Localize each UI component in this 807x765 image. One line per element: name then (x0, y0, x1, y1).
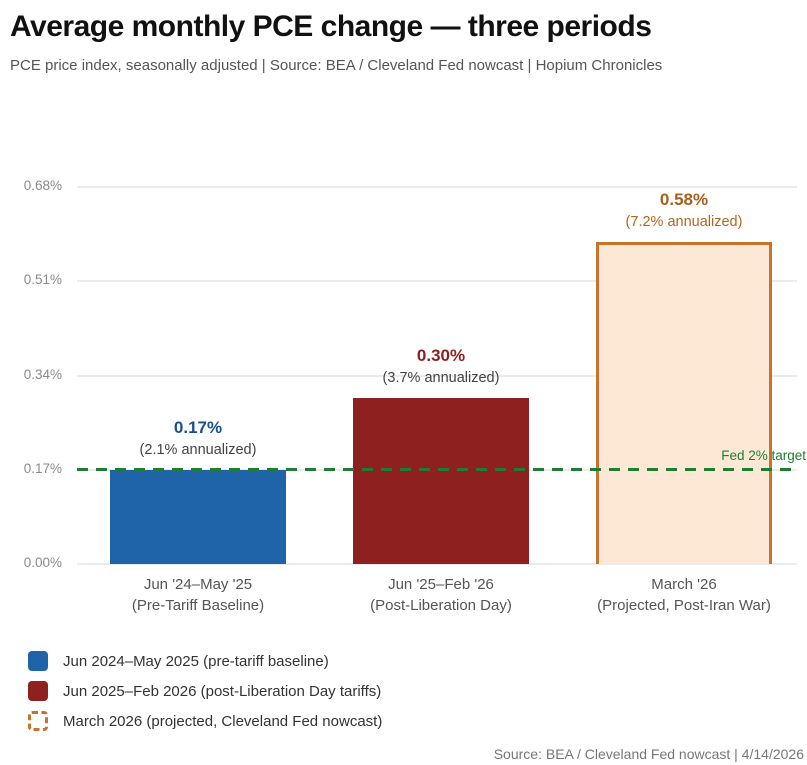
gridline (77, 186, 797, 188)
y-tick-label: 0.00% (23, 555, 62, 570)
source-footer: Source: BEA / Cleveland Fed nowcast | 4/… (493, 746, 804, 762)
x-tick-line1: March '26 (651, 576, 717, 593)
bar (110, 469, 286, 564)
target-line-label: Fed 2% target (721, 447, 806, 463)
bar (353, 397, 529, 564)
bar-value-label: 0.58% (659, 190, 709, 210)
legend-item: Jun 2024–May 2025 (pre-tariff baseline) (28, 646, 382, 676)
x-tick-label: Jun '24–May '25 (Pre-Tariff Baseline) (68, 574, 328, 616)
legend-label: Jun 2025–Feb 2026 (post-Liberation Day t… (63, 682, 382, 700)
bar-sublabel: (7.2% annualized) (625, 214, 743, 231)
x-tick-line1: Jun '25–Feb '26 (388, 576, 494, 593)
x-tick-line2: (Post-Liberation Day) (370, 597, 512, 614)
bar-sublabel: (2.1% annualized) (139, 441, 257, 458)
legend: Jun 2024–May 2025 (pre-tariff baseline) J… (28, 646, 382, 736)
x-tick-line2: (Projected, Post-Iran War) (597, 597, 771, 614)
legend-swatch-icon (28, 681, 48, 701)
bar (596, 242, 772, 564)
legend-swatch-icon (28, 651, 48, 671)
legend-item: Jun 2025–Feb 2026 (post-Liberation Day t… (28, 676, 382, 706)
target-line (77, 467, 797, 471)
y-tick-label: 0.17% (23, 460, 62, 476)
y-tick-label: 0.68% (23, 178, 62, 193)
chart-title: Average monthly PCE change — three perio… (10, 10, 652, 43)
gridline (77, 280, 797, 283)
y-tick-label: 0.34% (23, 366, 62, 382)
legend-swatch-dashed-icon (28, 711, 48, 731)
bar-sublabel: (3.7% annualized) (382, 369, 500, 386)
legend-item: March 2026 (projected, Cleveland Fed now… (28, 706, 382, 736)
y-tick-label: 0.51% (23, 272, 62, 288)
gridline (77, 374, 797, 377)
x-tick-label: Jun '25–Feb '26 (Post-Liberation Day) (311, 574, 571, 616)
gridline (77, 563, 797, 565)
x-tick-label: March '26 (Projected, Post-Iran War) (554, 574, 807, 616)
chart-subtitle: PCE price index, seasonally adjusted | S… (10, 57, 663, 74)
legend-label: March 2026 (projected, Cleveland Fed now… (63, 712, 383, 730)
x-tick-line1: Jun '24–May '25 (143, 576, 253, 593)
legend-label: Jun 2024–May 2025 (pre-tariff baseline) (63, 652, 329, 670)
bar-value-label: 0.17% (173, 417, 223, 437)
bar-value-label: 0.30% (416, 345, 466, 365)
x-tick-line2: (Pre-Tariff Baseline) (131, 597, 265, 614)
